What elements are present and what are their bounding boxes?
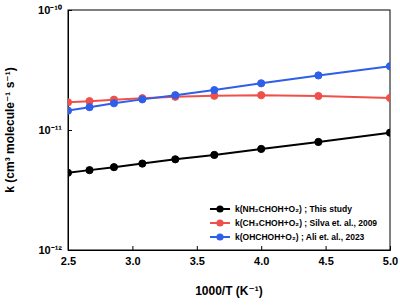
plot-frame	[68, 10, 390, 250]
tick-mark	[68, 10, 72, 11]
series-marker	[68, 107, 72, 114]
series-line	[68, 66, 390, 110]
series-marker	[172, 92, 179, 99]
marks	[68, 63, 390, 177]
y-axis-title: k (cm³ molecule⁻¹ s⁻¹)	[3, 67, 17, 192]
series-marker	[315, 92, 322, 99]
tick-mark	[68, 250, 72, 251]
series-marker	[86, 167, 93, 174]
legend-marker	[216, 219, 223, 226]
series-line	[68, 133, 390, 173]
tick-mark	[68, 130, 72, 131]
axis-line	[69, 11, 73, 251]
tick-mark	[197, 246, 198, 250]
series-marker	[315, 138, 322, 145]
plot: 2.5 3.0 3.5 4.0 4.5 5.0 10⁻¹² 10⁻¹¹ 10⁻¹⁰ k(NH₂CH…	[38, 4, 398, 267]
series-marker	[211, 151, 218, 158]
series-marker	[172, 156, 179, 163]
tick-label: 5.0	[383, 255, 398, 267]
tick-mark	[261, 246, 262, 250]
series-marker	[211, 87, 218, 94]
series-marker	[386, 63, 390, 70]
legend: k(NH₂CHOH+O₂) ; This study k(CH₃CHOH+O₂) …	[210, 204, 377, 242]
tick-label: 4.0	[254, 255, 269, 267]
series-marker	[315, 72, 322, 79]
series-marker	[110, 100, 117, 107]
legend-label: k(CH₃CHOH+O₂) ; Silva et. al., 2009	[235, 218, 377, 228]
legend-marker	[216, 233, 223, 240]
tick-mark	[132, 246, 133, 250]
tick-label: 2.5	[61, 255, 76, 267]
series-marker	[258, 145, 265, 152]
chart: 2.5 3.0 3.5 4.0 4.5 5.0 10⁻¹² 10⁻¹¹ 10⁻¹⁰ k(NH₂CH…	[0, 0, 400, 307]
tick: 10⁻¹⁰	[38, 4, 72, 16]
tick-label: 10⁻¹¹	[38, 124, 62, 136]
tick-mark	[326, 246, 327, 250]
tick: 3.5	[190, 246, 205, 267]
series-marker	[139, 96, 146, 103]
series-marker	[386, 129, 390, 136]
tick: 10⁻¹²	[38, 244, 72, 256]
tick-label: 4.5	[318, 255, 333, 267]
x-axis: 2.5 3.0 3.5 4.0 4.5 5.0	[61, 246, 398, 267]
series-marker	[110, 164, 117, 171]
tick-label: 3.0	[125, 255, 140, 267]
series-marker	[139, 160, 146, 167]
series-marker	[258, 92, 265, 99]
axis-line	[69, 246, 391, 251]
legend-label: k(OHCHOH+O₂) ; Ali et. al., 2023	[235, 232, 365, 242]
x-axis-title: 1000/T (K⁻¹)	[195, 284, 263, 298]
tick-label: 10⁻¹⁰	[38, 4, 62, 16]
tick: 4.0	[254, 246, 269, 267]
tick: 3.0	[125, 246, 140, 267]
series-marker	[386, 94, 390, 101]
tick-mark	[390, 246, 391, 250]
series-marker	[258, 80, 265, 87]
tick-label: 3.5	[190, 255, 205, 267]
series-marker	[86, 104, 93, 111]
series-marker	[68, 169, 72, 176]
tick: 5.0	[383, 246, 398, 267]
tick: 4.5	[318, 246, 333, 267]
y-axis: 10⁻¹² 10⁻¹¹ 10⁻¹⁰	[38, 4, 72, 256]
legend-label: k(NH₂CHOH+O₂) ; This study	[235, 204, 352, 214]
legend-marker	[216, 205, 223, 212]
tick: 10⁻¹¹	[38, 124, 72, 136]
tick-label: 10⁻¹²	[38, 244, 62, 256]
series-marker	[68, 99, 72, 106]
